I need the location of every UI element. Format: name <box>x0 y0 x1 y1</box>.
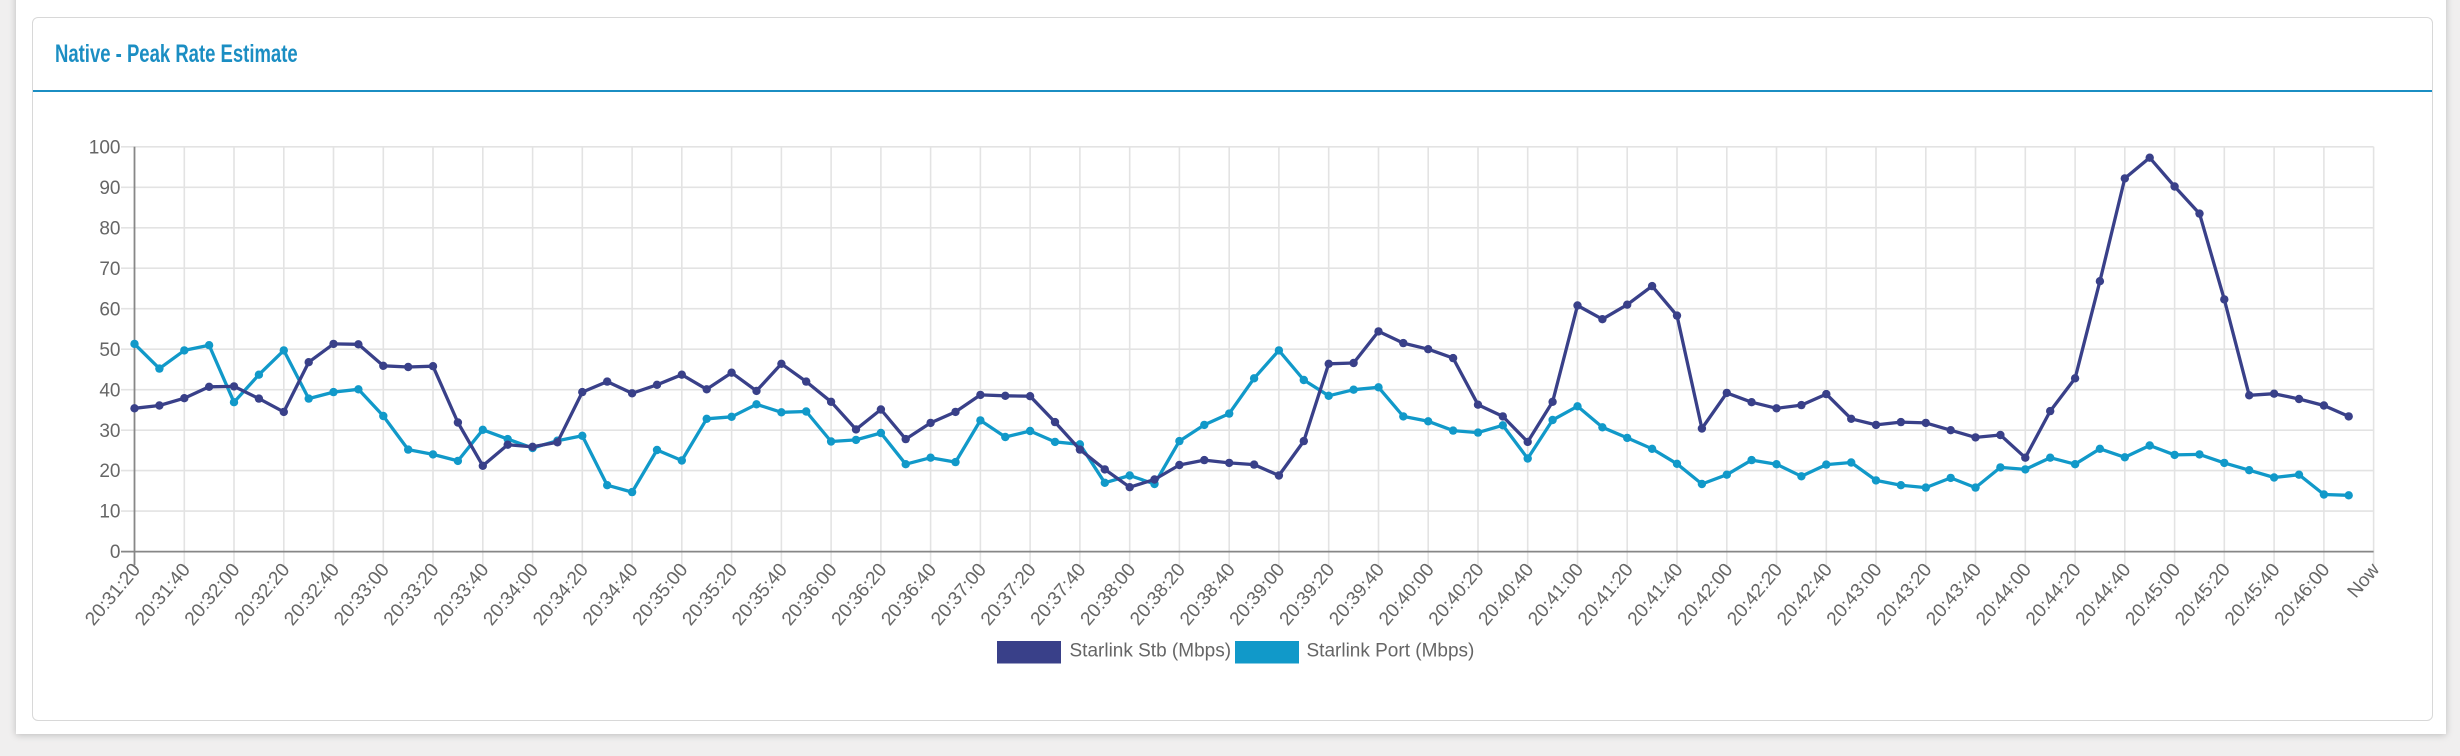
svg-text:Now: Now <box>2344 559 2385 602</box>
svg-text:Starlink Stb (Mbps): Starlink Stb (Mbps) <box>1070 641 1232 662</box>
svg-text:10: 10 <box>99 502 120 523</box>
svg-text:30: 30 <box>99 421 120 442</box>
svg-text:70: 70 <box>99 259 120 280</box>
svg-text:20: 20 <box>99 461 120 482</box>
svg-text:60: 60 <box>99 299 120 320</box>
svg-text:50: 50 <box>99 340 120 361</box>
svg-text:Starlink Port (Mbps): Starlink Port (Mbps) <box>1307 641 1475 662</box>
svg-text:90: 90 <box>99 178 120 199</box>
svg-text:40: 40 <box>99 380 120 401</box>
svg-text:100: 100 <box>89 137 121 158</box>
svg-text:0: 0 <box>110 542 121 563</box>
svg-text:80: 80 <box>99 218 120 239</box>
